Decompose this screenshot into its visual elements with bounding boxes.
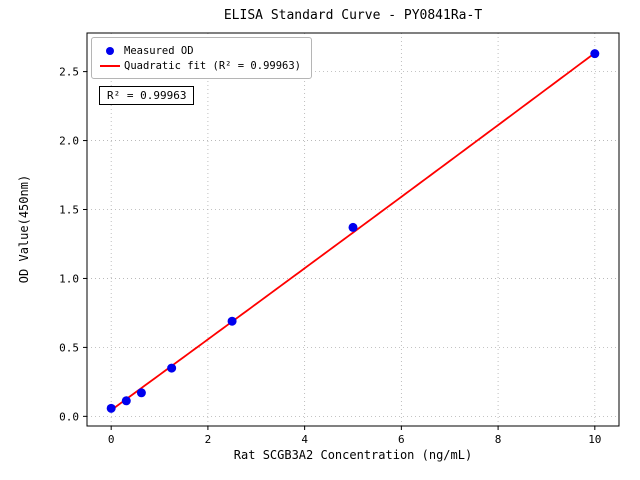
legend-label-quadratic-fit: Quadratic fit (R² = 0.99963) <box>124 59 302 72</box>
x-tick-label: 8 <box>495 433 502 446</box>
x-tick-label: 10 <box>588 433 601 446</box>
legend-entry-measured-od: Measured OD <box>100 43 301 58</box>
quadratic-fit-line <box>110 52 596 411</box>
measured-od-point <box>136 388 146 398</box>
y-tick-label: 1.0 <box>59 272 79 285</box>
y-tick-label: 0.0 <box>59 410 79 423</box>
y-axis-label: OD Value(450nm) <box>17 174 31 284</box>
chart-title: ELISA Standard Curve - PY0841Ra-T <box>223 8 483 23</box>
measured-od-point <box>348 222 358 232</box>
x-tick-label: 6 <box>398 433 405 446</box>
legend-entry-quadratic-fit: Quadratic fit (R² = 0.99963) <box>100 58 301 73</box>
x-tick-label: 4 <box>301 433 308 446</box>
y-tick-label: 2.5 <box>59 66 79 79</box>
x-axis-label: Rat SCGB3A2 Concentration (ng/mL) <box>233 448 473 462</box>
legend-marker-line-icon <box>100 64 120 67</box>
y-tick-label: 0.5 <box>59 341 79 354</box>
y-tick-label: 2.0 <box>59 135 79 148</box>
r-squared-annotation: R² = 0.99963 <box>99 86 195 105</box>
measured-od-point <box>167 363 177 373</box>
plot-area-border <box>86 32 620 427</box>
x-tick-label: 0 <box>108 433 115 446</box>
measured-od-point <box>227 316 237 326</box>
measured-od-point <box>590 49 600 59</box>
legend: Measured OD Quadratic fit (R² = 0.99963) <box>91 37 313 79</box>
legend-marker-dot-icon <box>106 46 114 55</box>
measured-od-point <box>106 403 116 413</box>
x-tick-label: 2 <box>205 433 212 446</box>
measured-od-point <box>121 396 131 406</box>
legend-label-measured-od: Measured OD <box>124 44 194 57</box>
y-tick-label: 1.5 <box>59 204 79 217</box>
